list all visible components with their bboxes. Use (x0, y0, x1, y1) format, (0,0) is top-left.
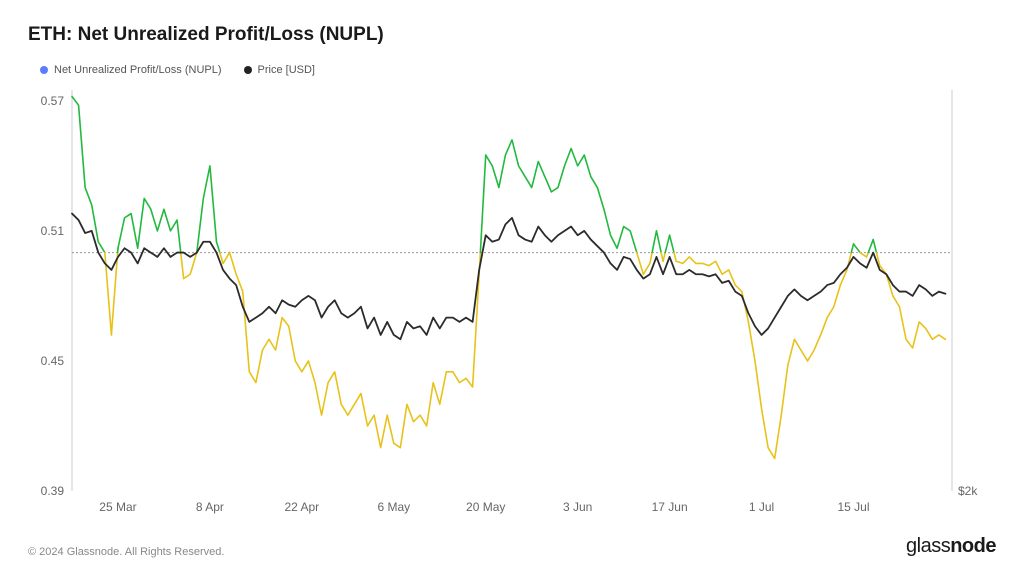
footer: © 2024 Glassnode. All Rights Reserved. g… (28, 535, 996, 558)
legend-dot-price (244, 66, 252, 74)
chart-plot-area: 0.39 0.45 0.51 0.57 $2k 25 Mar 8 Apr 22 Apr 6 Ma… (28, 84, 996, 525)
svg-text:17 Jun: 17 Jun (652, 500, 688, 514)
svg-text:22 Apr: 22 Apr (284, 500, 319, 514)
svg-text:3 Jun: 3 Jun (563, 500, 592, 514)
chart-title: ETH: Net Unrealized Profit/Loss (NUPL) (28, 24, 996, 46)
svg-text:0.45: 0.45 (41, 354, 65, 368)
legend-item-nupl: Net Unrealized Profit/Loss (NUPL) (40, 64, 222, 76)
chart-container: ETH: Net Unrealized Profit/Loss (NUPL) N… (0, 0, 1024, 576)
svg-text:25 Mar: 25 Mar (99, 500, 136, 514)
chart-svg: 0.39 0.45 0.51 0.57 $2k 25 Mar 8 Apr 22 Apr 6 Ma… (28, 84, 996, 525)
svg-text:20 May: 20 May (466, 500, 505, 514)
legend: Net Unrealized Profit/Loss (NUPL) Price … (40, 64, 996, 76)
svg-text:0.39: 0.39 (41, 484, 65, 498)
svg-text:6 May: 6 May (377, 500, 410, 514)
legend-item-price: Price [USD] (244, 64, 315, 76)
svg-text:0.57: 0.57 (41, 94, 65, 108)
legend-dot-nupl (40, 66, 48, 74)
brand-logo: glassnode (906, 535, 996, 558)
svg-text:1 Jul: 1 Jul (749, 500, 774, 514)
svg-text:15 Jul: 15 Jul (837, 500, 869, 514)
legend-label-price: Price [USD] (258, 64, 315, 76)
svg-text:0.51: 0.51 (41, 224, 65, 238)
svg-text:$2k: $2k (958, 484, 978, 498)
copyright: © 2024 Glassnode. All Rights Reserved. (28, 546, 224, 558)
svg-text:8 Apr: 8 Apr (196, 500, 224, 514)
legend-label-nupl: Net Unrealized Profit/Loss (NUPL) (54, 64, 222, 76)
